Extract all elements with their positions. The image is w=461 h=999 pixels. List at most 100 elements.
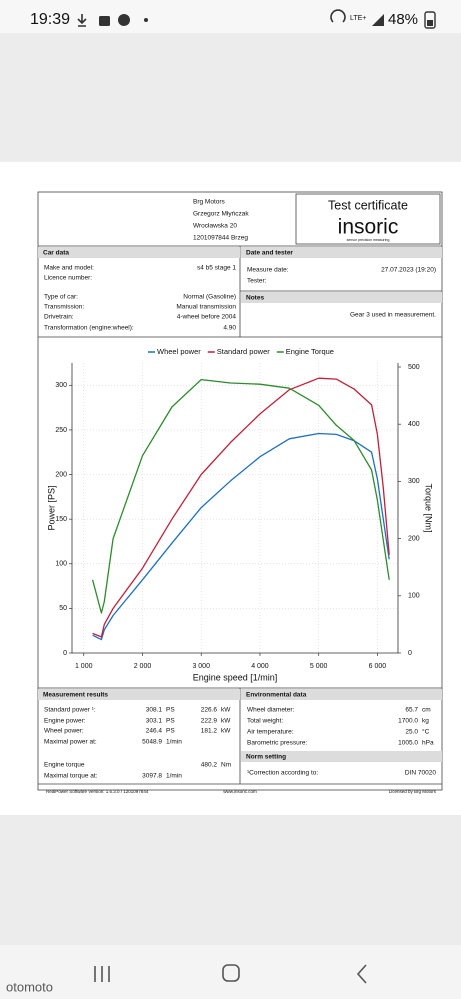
- env-label: Total weight:: [247, 718, 283, 725]
- series-line: [91, 378, 390, 614]
- field-value: s4 b5 stage 1: [197, 265, 236, 272]
- section-title: Norm setting: [246, 754, 286, 761]
- section-header: [241, 292, 442, 303]
- x-tick-label: 1 000: [75, 663, 93, 670]
- result-label: Maximal torque at:: [44, 773, 98, 780]
- y-axis-title: Power [PS]: [46, 485, 56, 530]
- field-label: Tester:: [247, 278, 267, 285]
- result-value: 480.2: [201, 762, 218, 769]
- env-value: 25.0: [405, 729, 418, 736]
- section-title: Measurement results: [43, 692, 108, 699]
- y2-tick-label: 400: [408, 421, 420, 428]
- y2-axis-title: Torque [Nm]: [424, 483, 434, 532]
- nav-icons: [94, 964, 367, 984]
- field-label: Drivetrain:: [44, 314, 74, 321]
- field-value: Manual transmission: [176, 304, 236, 311]
- legend-label: Standard power: [217, 347, 270, 356]
- section-header: [241, 689, 442, 700]
- document-page: [0, 162, 461, 815]
- result-label: Maximal power at:: [44, 739, 97, 746]
- env-label: Barometric pressure:: [247, 740, 308, 747]
- field-value: 27.07.2023 (19:20): [381, 267, 436, 274]
- result-unit: PS: [166, 707, 175, 714]
- env-label: Air temperature:: [247, 729, 294, 736]
- result-value: 308.1: [146, 707, 163, 714]
- y2-tick-label: 0: [408, 650, 412, 657]
- result-unit: Nm: [221, 762, 231, 769]
- env-unit: °C: [422, 728, 430, 736]
- y2-tick-label: 200: [408, 535, 420, 542]
- result-value: 3097.8: [142, 773, 162, 780]
- status-bar: [0, 0, 461, 33]
- legend-label: Wheel power: [157, 347, 201, 356]
- result-unit: kW: [221, 728, 231, 735]
- home-button[interactable]: [222, 964, 240, 982]
- y-tick-label: 100: [55, 561, 67, 568]
- cert-title: Test certificate: [328, 198, 408, 212]
- status-icons: [77, 9, 436, 29]
- field-label: Licence number:: [44, 275, 92, 282]
- env-value: 1005.0: [398, 740, 418, 747]
- result-unit: kW: [221, 718, 231, 725]
- y2-tick-label: 500: [408, 364, 420, 371]
- result-value: 222.9: [201, 718, 218, 725]
- field-label: Transmission:: [44, 304, 84, 311]
- company-line: Brg Motors: [193, 199, 226, 206]
- env-unit: cm: [422, 707, 431, 714]
- result-label: Engine power:: [44, 718, 86, 725]
- result-label: Engine torque: [44, 762, 85, 769]
- notes-text: Gear 3 used in measurement.: [350, 312, 436, 319]
- recent-apps-button[interactable]: [94, 966, 110, 982]
- section-title: Date and tester: [246, 250, 293, 257]
- network-label: LTE+: [350, 15, 366, 22]
- y-tick-label: 150: [55, 516, 67, 523]
- footer-left: RealPower Software Version: 1.6.3.0 / 12…: [46, 789, 149, 794]
- y-tick-label: 300: [55, 382, 67, 389]
- env-label: Wheel diameter:: [247, 707, 295, 714]
- field-label: Type of car:: [44, 294, 78, 301]
- env-value: 1700.0: [398, 718, 418, 725]
- company-line: 1201097844 Brzeg: [193, 235, 248, 242]
- y-tick-label: 0: [63, 650, 67, 657]
- legend-label: Engine Torque: [286, 347, 334, 356]
- result-unit: kW: [221, 707, 231, 714]
- section-header: [241, 751, 442, 762]
- company-line: Grzegorz Młyńczak: [193, 211, 249, 218]
- certificate-frame: [37, 191, 443, 791]
- env-value: 65.7: [405, 707, 418, 714]
- back-button[interactable]: [356, 964, 367, 984]
- section-header: [38, 689, 240, 700]
- field-value: 4-wheel before 2004: [177, 314, 237, 321]
- env-unit: kg: [422, 718, 429, 725]
- y2-tick-label: 100: [408, 593, 420, 600]
- result-value: 246.4: [146, 728, 163, 735]
- x-tick-label: 6 000: [369, 663, 387, 670]
- result-unit: PS: [166, 728, 175, 735]
- footer-right: Licensed by Brg Motors: [389, 789, 437, 794]
- section-title: Notes: [246, 295, 264, 302]
- axes: [71, 363, 399, 654]
- section-title: Car data: [43, 250, 69, 257]
- field-label: Transformation (engine:wheel):: [44, 325, 134, 332]
- watermark: otomoto: [6, 979, 53, 994]
- series-line: [92, 432, 390, 641]
- battery-level: 48%: [388, 11, 418, 28]
- series-line: [92, 377, 390, 638]
- env-unit: hPa: [422, 740, 434, 747]
- result-value: 303.1: [146, 718, 163, 725]
- result-value: 181.2: [201, 728, 218, 735]
- clock: 19:39: [30, 11, 70, 28]
- x-tick-label: 2 000: [134, 663, 152, 670]
- x-tick-label: 4 000: [251, 663, 269, 670]
- y-tick-label: 50: [59, 605, 67, 612]
- norm-label: ¹Correction according to:: [247, 770, 318, 777]
- logo-box: [295, 193, 441, 245]
- field-value: 4.90: [223, 325, 236, 332]
- brand-logo: insoric: [338, 216, 399, 239]
- footer-center: www.insoric.com: [223, 789, 257, 794]
- x-axis-title: Engine speed [1/min]: [193, 672, 278, 682]
- norm-value: DIN 70020: [405, 770, 436, 777]
- result-unit: PS: [166, 718, 175, 725]
- section-dividers: [38, 245, 442, 785]
